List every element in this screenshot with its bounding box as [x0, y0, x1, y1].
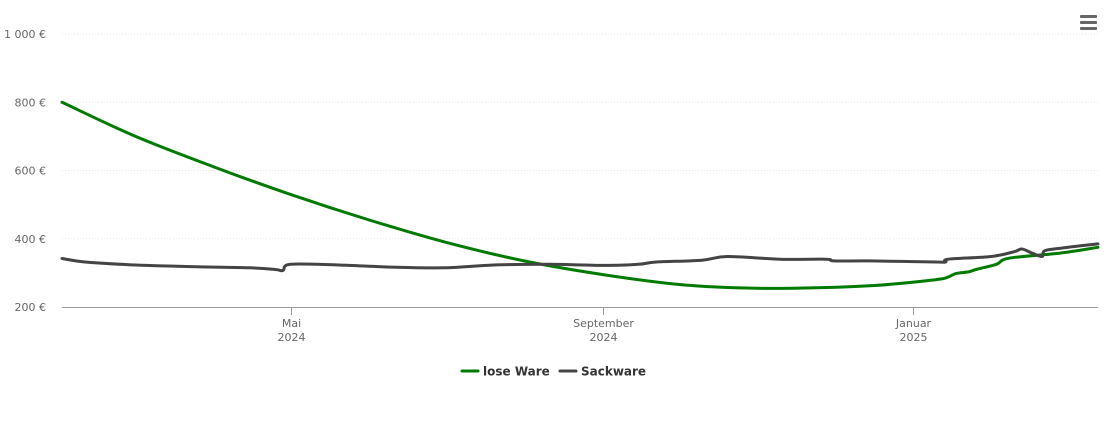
y-axis-labels: 200 € 400 € 600 € 800 € 1 000 € — [4, 28, 46, 314]
grid-lines — [62, 33, 1098, 240]
x-tick-year-label: 2025 — [900, 331, 928, 344]
x-tick-year-label: 2024 — [278, 331, 306, 344]
x-tick-year-label: 2024 — [590, 331, 618, 344]
series-line-sackware[interactable] — [60, 242, 1100, 273]
legend: lose Ware Sackware — [460, 365, 646, 379]
x-tick-label: Mai — [282, 317, 301, 330]
y-tick-label: 400 € — [15, 233, 47, 246]
y-tick-label: 1 000 € — [4, 28, 46, 41]
legend-label: Sackware — [581, 365, 646, 379]
hamburger-menu-icon — [1079, 20, 1097, 24]
y-tick-label: 200 € — [15, 301, 47, 314]
legend-label: lose Ware — [483, 365, 550, 379]
series-lines — [60, 100, 1100, 290]
legend-item-sackware[interactable]: Sackware — [558, 365, 646, 379]
y-tick-label: 800 € — [15, 96, 47, 109]
x-tick-label: September — [573, 317, 634, 330]
y-tick-label: 600 € — [15, 165, 47, 178]
series-line-lose-ware[interactable] — [60, 100, 1100, 290]
x-tick-label: Januar — [895, 317, 932, 330]
hamburger-menu-icon — [1079, 26, 1097, 30]
legend-item-lose-ware[interactable]: lose Ware — [460, 365, 550, 379]
chart-context-menu-button[interactable] — [1074, 8, 1102, 36]
hamburger-menu-icon — [1079, 14, 1097, 18]
